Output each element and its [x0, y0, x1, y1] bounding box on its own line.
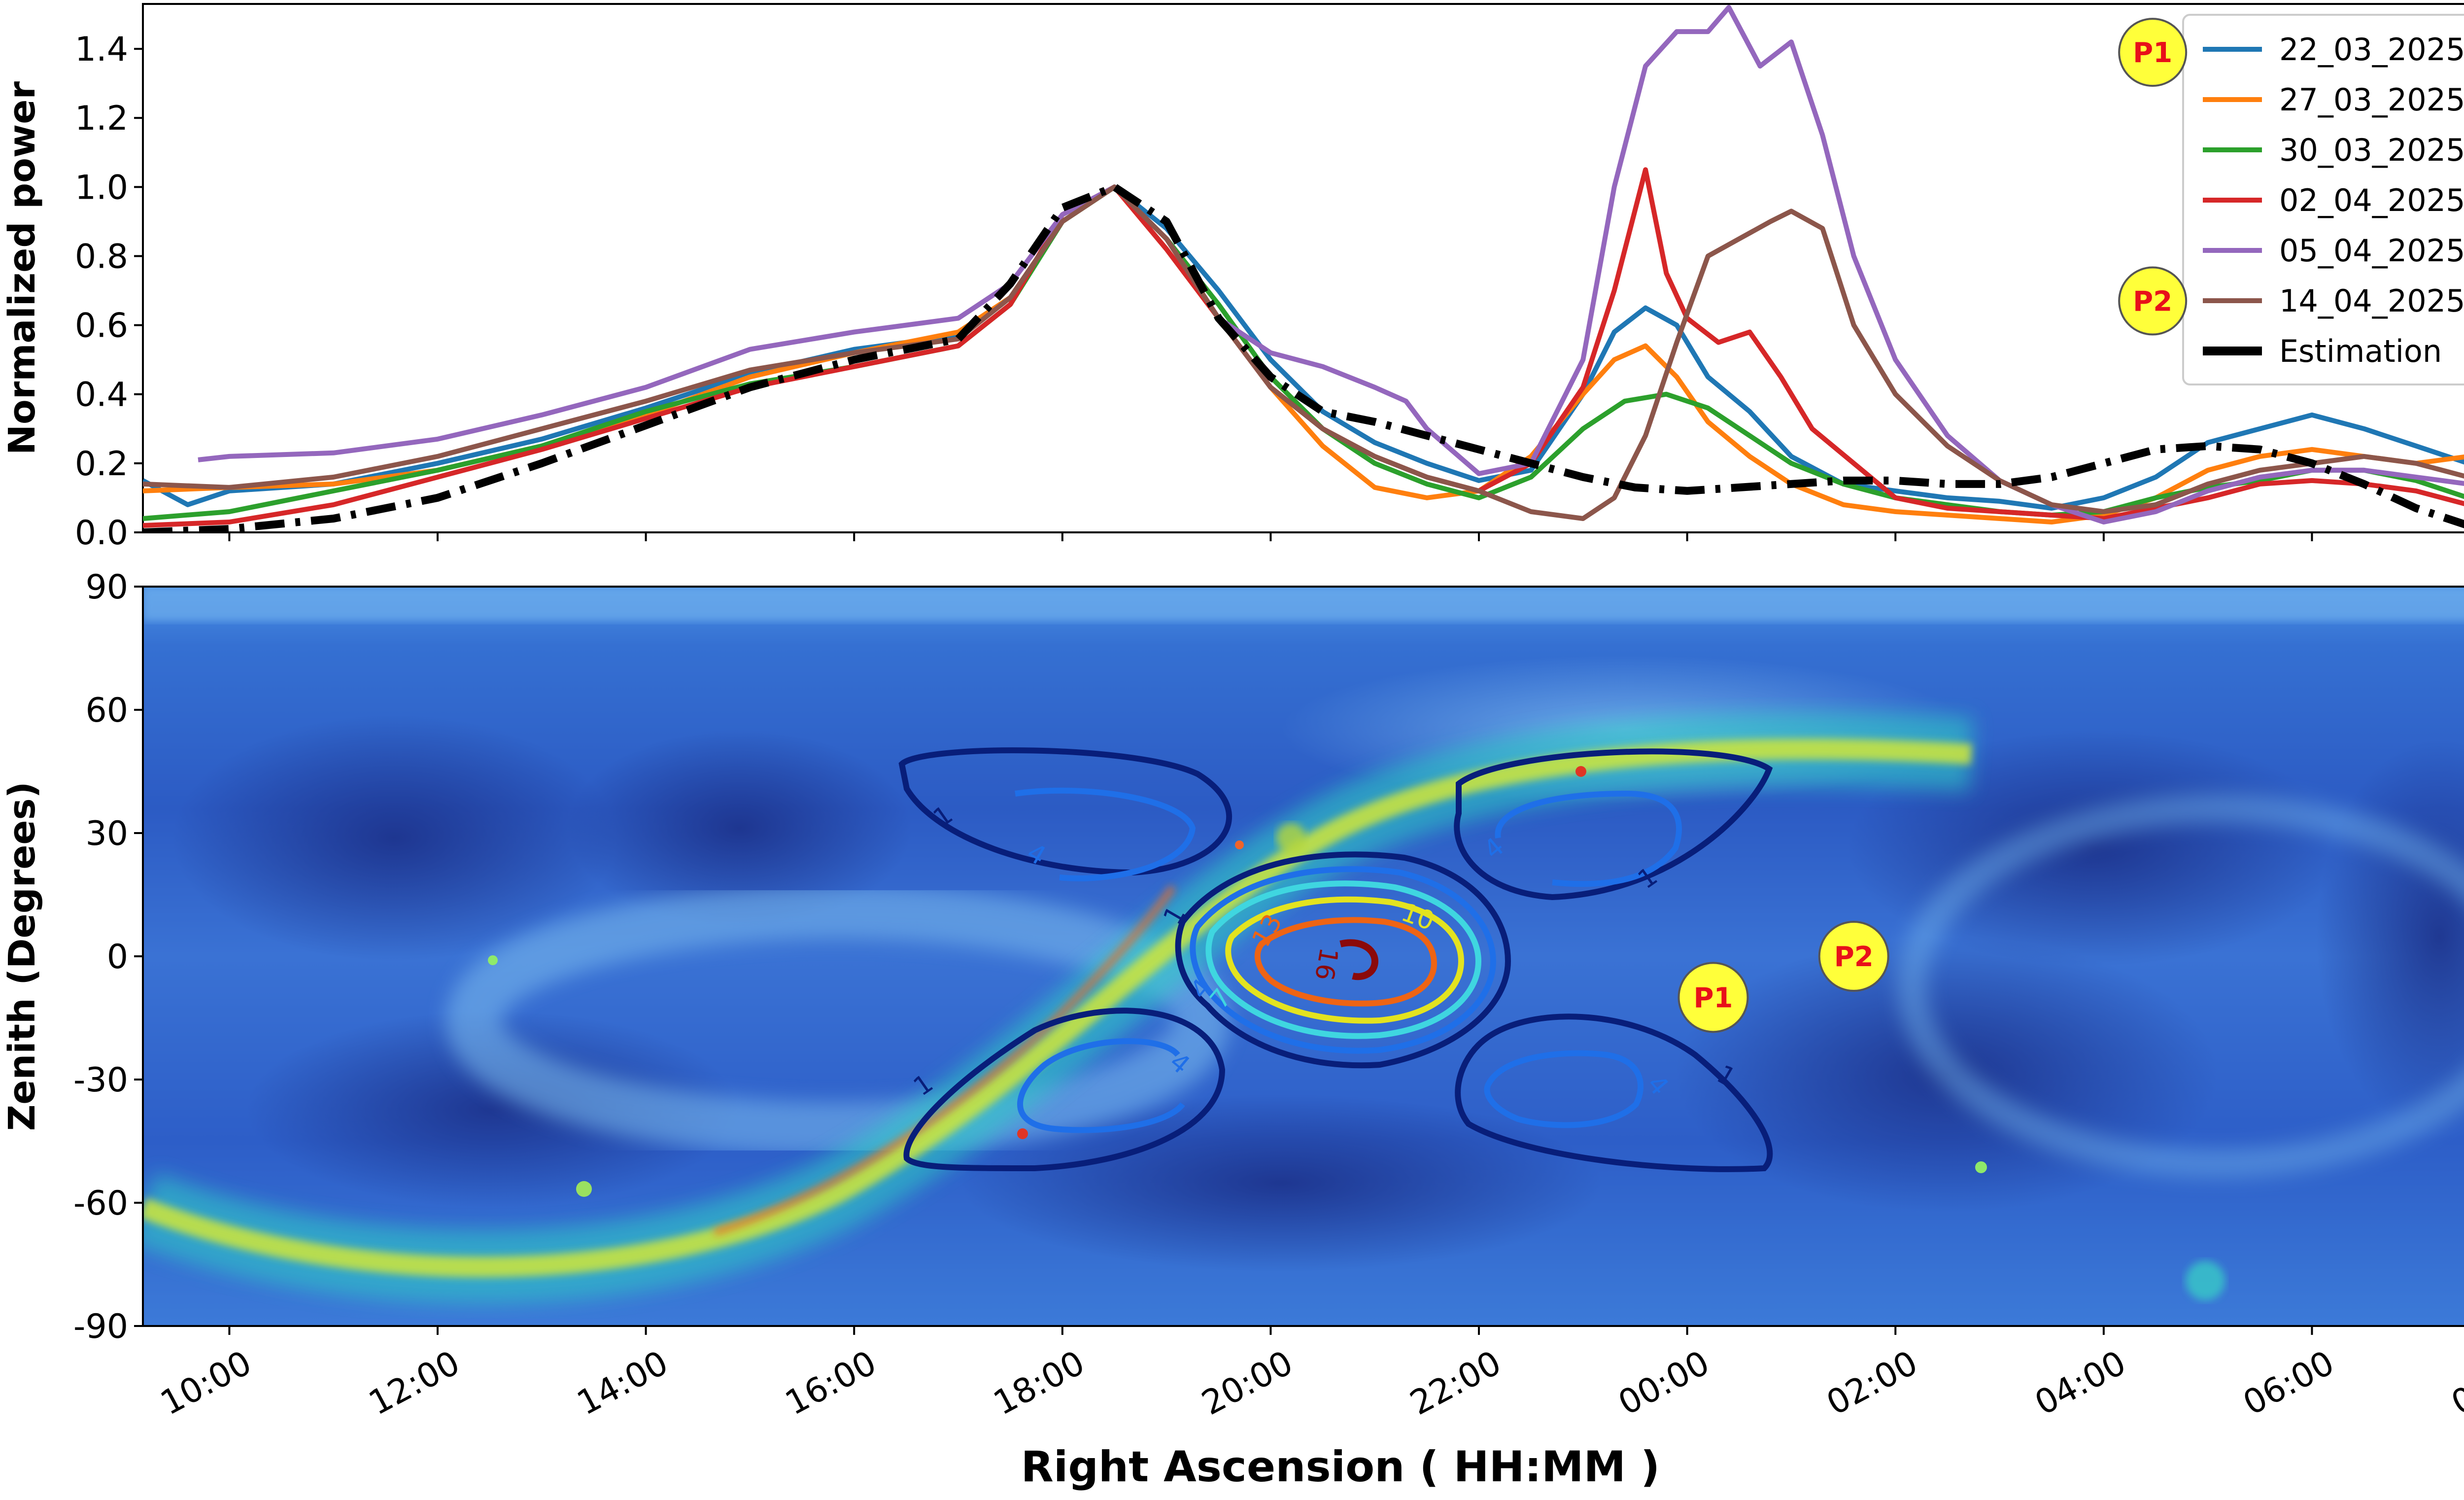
contour-level-1 [1175, 851, 1511, 1069]
bright-source [1276, 823, 1306, 853]
marker-label: P2 [1834, 941, 1874, 973]
legend-label: 14_04_2025 [2279, 283, 2464, 319]
galactic-plane-core [713, 885, 1176, 1236]
marker-p1 [1677, 962, 1749, 1033]
top-edge-glow [143, 587, 2464, 621]
bottom-y-axis-label: Zenith (Degrees) [1, 782, 43, 1131]
y-tick-label: 60 [85, 691, 128, 730]
light-loop [1897, 794, 2464, 1178]
legend-label: 05_04_2025 [2279, 233, 2464, 269]
top-y-axis-label: Normalized power [1, 81, 43, 455]
bright-source [1975, 1161, 1987, 1173]
legend-label: 30_03_2025 [2279, 132, 2464, 168]
contour-level-16 [1339, 939, 1379, 980]
y-tick-label: -60 [73, 1184, 128, 1223]
legend-label: 02_04_2025 [2279, 182, 2464, 218]
y-tick-label: 0 [107, 938, 128, 977]
x-tick-label: 02:00 [1820, 1343, 1924, 1423]
y-tick-label: 1.4 [75, 30, 128, 69]
dark-region [567, 730, 912, 927]
y-tick-label: 1.2 [75, 99, 128, 138]
contour-level-4 [1015, 787, 1196, 881]
legend: 22_03_2025 27_03_2025 30_03_2025 02_04_2025… [2182, 14, 2464, 385]
contour-level-1 [1454, 748, 1773, 901]
y-tick-label: 30 [85, 814, 128, 853]
dark-region [961, 1094, 1602, 1272]
y-tick-label: 0.0 [75, 514, 128, 553]
marker-p2 [1818, 921, 1889, 992]
y-tick-label: 0.2 [75, 445, 128, 484]
contour-level-7 [1205, 880, 1482, 1039]
x-tick-label: 16:00 [779, 1343, 883, 1423]
y-tick-label: 1.0 [75, 168, 128, 207]
contour-level-4 [1190, 866, 1497, 1054]
marker-label: P1 [1693, 982, 1733, 1014]
series-line-4 [198, 5, 2464, 524]
contour-level-1 [903, 1008, 1226, 1172]
y-tick-label: 90 [85, 568, 128, 607]
x-tick-label: 22:00 [1404, 1343, 1507, 1423]
dark-region [1848, 730, 2341, 966]
y-tick-label: 0.6 [75, 307, 128, 346]
x-axis-label: Right Ascension ( HH:MM ) [1021, 1442, 1660, 1492]
x-tick-label: 04:00 [2029, 1343, 2132, 1423]
series-line-estimation [143, 183, 2464, 532]
x-tick-label: 18:00 [988, 1343, 1091, 1423]
series-line-3 [143, 167, 2464, 528]
contour-level-4 [1017, 1038, 1185, 1133]
x-tick-label: 14:00 [571, 1343, 674, 1423]
x-tick-label: 20:00 [1196, 1343, 1299, 1423]
y-tick-label: -90 [73, 1307, 128, 1346]
bright-source [576, 1181, 592, 1197]
marker-label: P2 [2133, 286, 2172, 318]
contour-level-4 [1484, 1050, 1644, 1128]
dark-region [246, 1011, 739, 1208]
light-loop [446, 885, 1230, 1156]
dark-region [172, 715, 616, 961]
legend-label: 22_03_2025 [2279, 32, 2464, 68]
contour-level-13 [1254, 917, 1437, 1007]
x-tick-label: 08:00 [2445, 1343, 2464, 1423]
x-tick-label: 10:00 [154, 1343, 258, 1423]
contour-level-4 [1495, 790, 1682, 887]
bright-source [1575, 766, 1586, 777]
legend-box [2182, 14, 2464, 385]
y-tick-label: 0.8 [75, 237, 128, 276]
x-tick-label: 06:00 [2237, 1343, 2340, 1423]
y-tick-label: 0.4 [75, 376, 128, 415]
x-tick-label: 00:00 [1612, 1343, 1716, 1423]
marker-p2 [2118, 266, 2188, 336]
legend-label: 27_03_2025 [2279, 82, 2464, 118]
y-tick-label: -30 [73, 1061, 128, 1100]
marker-p1 [2118, 18, 2188, 87]
contour-level-1 [898, 747, 1232, 876]
x-tick-label: 12:00 [363, 1343, 466, 1423]
bright-source [2186, 1261, 2225, 1300]
contour-label: 16 [1309, 945, 1344, 983]
contour-level-1 [1455, 1013, 1773, 1172]
contour-level-10 [1225, 896, 1465, 1024]
power-line-chart: 0.0 0.2 0.4 0.6 0.8 1.0 1.2 1.4 Normalized powe… [1, 3, 2464, 553]
bright-source [488, 955, 498, 965]
series-line-5 [143, 184, 2464, 521]
marker-label: P1 [2133, 37, 2172, 69]
bright-source [1017, 1128, 1028, 1139]
bright-source [1235, 840, 1244, 849]
legend-label: Estimation [2279, 333, 2442, 369]
